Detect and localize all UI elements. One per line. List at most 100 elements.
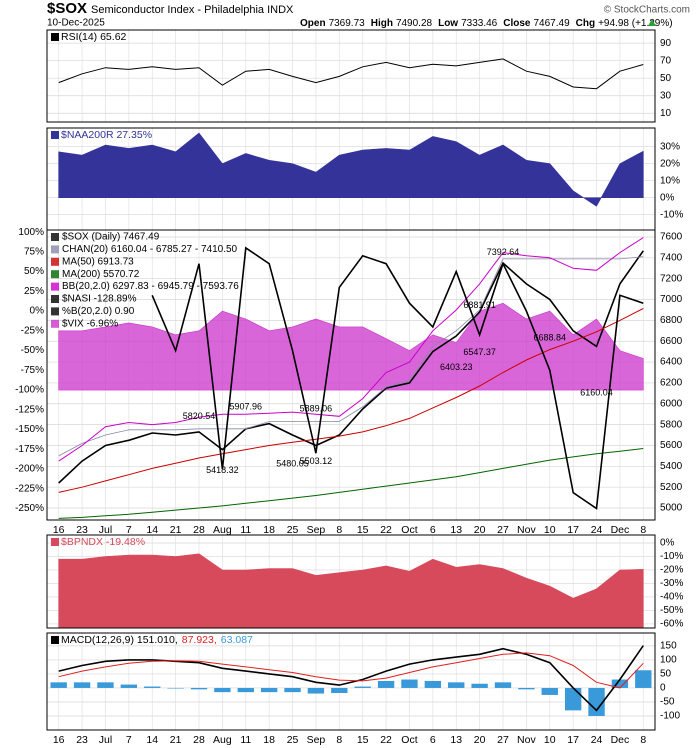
panel-frame: [46, 229, 656, 521]
histogram-bar: [97, 682, 114, 688]
histogram-bar: [50, 682, 67, 688]
histogram-bar: [284, 687, 301, 693]
y-tick-label: 10: [660, 108, 672, 119]
x-tick-label: 20: [474, 734, 486, 746]
line: [58, 308, 644, 493]
x-tick-label: 21: [170, 734, 182, 746]
y-tick-label: 70: [660, 55, 672, 66]
legend-entry: $BPNDX -19.48%: [61, 536, 145, 548]
x-tick-label: Oct: [401, 524, 417, 536]
x-tick-label: Dec: [611, 734, 630, 746]
x-tick-label: 28: [193, 524, 205, 536]
annotation: 6547.37: [463, 347, 496, 357]
up-arrow: [648, 19, 656, 26]
histogram-bar: [120, 684, 138, 688]
x-tick-label: 25: [287, 734, 299, 746]
x-tick-label: Nov: [517, 524, 536, 536]
legend: MACD(12,26,9) 151.010, 87.923, 63.087: [61, 634, 253, 646]
x-tick-label: 20: [474, 524, 486, 536]
y-tick-label: -40%: [660, 592, 683, 603]
x-tick-label: Jul: [99, 524, 112, 536]
y2-tick-label: -100%: [15, 385, 44, 396]
symbol: $SOX: [47, 0, 87, 17]
line: [58, 652, 644, 689]
x-tick-label: 16: [53, 734, 65, 746]
y-tick-label: 7600: [660, 232, 683, 243]
quote-value: 7467.49: [533, 18, 570, 29]
legend-swatch: [51, 282, 59, 291]
y-tick-label: 6800: [660, 315, 683, 326]
legend-swatch: [51, 319, 59, 328]
x-tick-label: 10: [544, 734, 556, 746]
quote-value: 7333.46: [461, 18, 498, 29]
x-tick-label: 15: [357, 524, 369, 536]
x-tick-label: 27: [497, 524, 509, 536]
y2-tick-label: 50%: [24, 266, 44, 277]
x-tick-label: 16: [53, 524, 65, 536]
y-tick-label: 50: [660, 669, 672, 680]
y-tick-label: 6000: [660, 398, 683, 409]
x-tick-label: 11: [240, 734, 251, 746]
y-tick-label: -50: [660, 697, 675, 708]
quote-label: Chg: [576, 18, 595, 29]
y-tick-label: 5800: [660, 419, 683, 430]
legend-swatch: [51, 307, 59, 316]
x-tick-label: Dec: [611, 524, 630, 536]
y-tick-label: 0: [660, 683, 666, 694]
x-tick-label: Jul: [99, 734, 112, 746]
y-tick-label: 7200: [660, 273, 683, 284]
y2-tick-label: -225%: [15, 483, 44, 494]
y-tick-label: -30%: [660, 578, 683, 589]
histogram-bar: [494, 682, 512, 688]
annotation: 6160.04: [580, 387, 613, 397]
y-tick-label: 100: [660, 655, 677, 666]
y-tick-label: 30%: [660, 141, 680, 152]
y-tick-label: 90: [660, 38, 672, 49]
legend-swatch: [51, 245, 59, 254]
y2-tick-label: -50%: [21, 345, 44, 356]
histogram-bar: [237, 687, 254, 693]
legend-entry: $VIX -6.96%: [62, 318, 118, 329]
x-tick-label: 28: [193, 734, 205, 746]
y-tick-label: 0%: [660, 538, 675, 549]
legend-entry: %B(20,2.0) 0.90: [62, 306, 135, 317]
x-tick-label: 13: [450, 734, 462, 746]
legend-swatch: [51, 233, 59, 241]
y2-tick-label: 100%: [18, 227, 44, 238]
legend-entry: MA(50) 6913.73: [62, 256, 134, 267]
y-tick-label: 5400: [660, 461, 683, 472]
quote-label: Low: [438, 18, 458, 29]
y2-tick-label: -250%: [15, 503, 44, 514]
x-tick-label: 14: [146, 524, 158, 536]
y2-tick-label: -175%: [15, 444, 44, 455]
quote-value: 7369.73: [329, 18, 366, 29]
x-tick-label: 8: [336, 734, 342, 746]
y-tick-label: 5000: [660, 503, 683, 514]
legend-entry: CHAN(20) 6160.04 - 6785.27 - 7410.50: [62, 244, 238, 255]
annotation: 5503.12: [300, 456, 333, 466]
quote-label: High: [371, 18, 393, 29]
annotation: 7392.64: [487, 247, 520, 257]
x-tick-label: 7: [126, 734, 132, 746]
legend-entry: 63.087: [221, 634, 253, 646]
line: [58, 250, 644, 484]
x-tick-label: 18: [263, 524, 275, 536]
histogram-bar: [401, 679, 418, 688]
histogram-bar: [190, 687, 208, 690]
line: [58, 256, 644, 457]
histogram-bar: [541, 687, 558, 695]
histogram-bar: [354, 686, 371, 688]
y-tick-label: 6400: [660, 357, 683, 368]
histogram-bar: [214, 687, 231, 693]
x-tick-label: 17: [567, 524, 579, 536]
x-tick-label: 6: [430, 524, 436, 536]
x-tick-label: Sep: [307, 734, 326, 746]
y-tick-label: 50: [660, 73, 672, 84]
legend-entry: RSI(14) 65.62: [61, 31, 127, 43]
legend-entry: $NAA200R 27.35%: [61, 129, 152, 141]
x-tick-label: Aug: [213, 734, 232, 746]
x-tick-label: Nov: [517, 734, 536, 746]
panel-frame: [46, 534, 656, 629]
y-tick-label: 5600: [660, 440, 683, 451]
